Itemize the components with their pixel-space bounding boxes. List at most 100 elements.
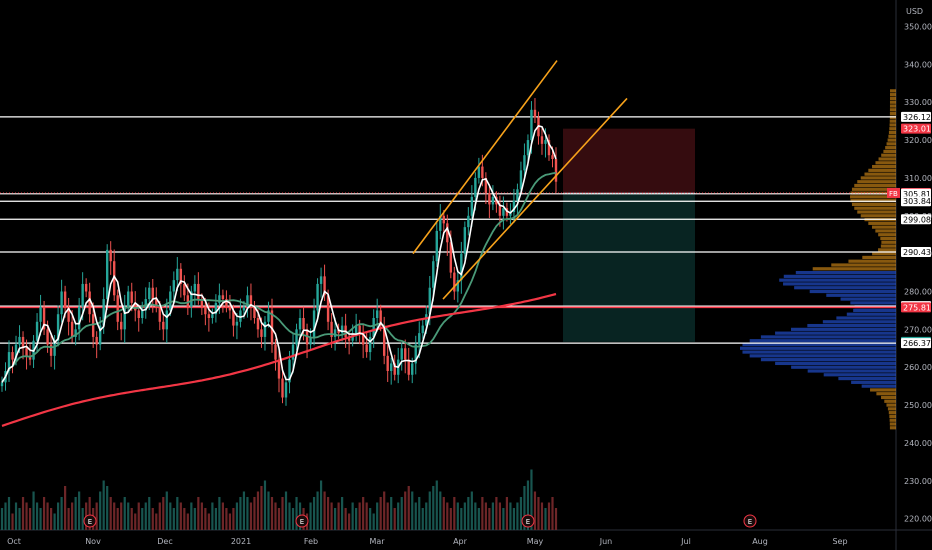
profile-row	[783, 282, 896, 286]
volume-bar	[509, 502, 512, 530]
volume-bar	[32, 491, 35, 530]
volume-bar	[530, 469, 533, 530]
profile-row	[889, 414, 896, 419]
profile-row	[886, 403, 896, 407]
volume-bar	[400, 497, 403, 530]
volume-bar	[221, 502, 224, 530]
candle-body	[442, 215, 445, 224]
volume-bar	[288, 502, 291, 530]
candle-body	[516, 189, 519, 201]
trend-channel[interactable]	[412, 60, 628, 300]
channel-line-lower	[442, 97, 628, 300]
volume-bar	[176, 497, 179, 530]
volume-bar	[362, 497, 365, 530]
volume-bar	[334, 508, 337, 530]
profile-row	[860, 214, 896, 218]
price-tag-label: 299.08	[903, 215, 931, 224]
candle-body	[298, 318, 302, 330]
profile-row	[851, 187, 896, 191]
earnings-marker-label: E	[300, 518, 304, 526]
volume-bar	[453, 497, 456, 530]
ma-fast-line	[1, 124, 557, 383]
profile-row	[868, 168, 896, 172]
candle-body	[98, 325, 102, 345]
earnings-marker-icon	[521, 514, 535, 528]
candle-body	[523, 155, 526, 171]
volume-bar	[169, 502, 172, 530]
y-tick-label: 250.00	[904, 401, 932, 410]
candle-body	[242, 306, 246, 311]
candle-body	[235, 321, 239, 326]
candle-body	[414, 344, 417, 364]
y-tick-label: 220.00	[904, 515, 932, 524]
candle-body	[411, 363, 414, 375]
candle-body	[295, 329, 298, 345]
volume-bar	[137, 502, 140, 530]
volume-bar	[246, 497, 249, 530]
candle-body	[67, 306, 70, 322]
candle-body	[179, 268, 183, 284]
price-tag-label: 305.81	[903, 190, 931, 199]
candle-body	[190, 291, 193, 307]
candle-body	[18, 336, 21, 345]
volume-bar	[498, 502, 501, 530]
volume-bar	[372, 513, 375, 530]
candle-body	[509, 212, 512, 216]
candle-body	[365, 344, 368, 353]
profile-row	[794, 286, 896, 290]
volume-bar	[235, 502, 239, 530]
volume-bar	[78, 491, 81, 530]
candle-body	[361, 333, 365, 345]
position-risk-zone	[563, 128, 695, 193]
profile-row	[878, 233, 896, 237]
candle-body	[474, 177, 477, 197]
profile-row	[807, 323, 896, 328]
moving-averages	[1, 124, 557, 427]
profile-row	[749, 339, 896, 343]
profile-row	[875, 229, 896, 233]
y-tick-label: 350.00	[904, 23, 932, 32]
volume-bar	[446, 502, 449, 530]
candle-body	[488, 193, 491, 205]
volume-bar	[488, 508, 491, 530]
profile-row	[846, 312, 896, 316]
candle-body	[393, 363, 396, 375]
time-axis[interactable]: Oct Nov Dec 2021 Feb Mar Apr May Jun Jul Aug Sep	[7, 537, 847, 546]
candle-body	[14, 344, 18, 360]
candle-body	[155, 299, 158, 307]
candle-body	[323, 276, 326, 296]
y-tick-label: 240.00	[904, 439, 932, 448]
profile-row	[850, 301, 896, 305]
volume-bar	[435, 480, 438, 530]
volume-bar	[316, 491, 319, 530]
profile-row	[791, 365, 896, 369]
short-position-tool[interactable]	[563, 128, 695, 342]
price-tag	[901, 247, 931, 258]
price-axis[interactable]: 350.00340.00330.00320.00310.00300.00290.…	[904, 23, 932, 524]
profile-row	[872, 252, 896, 256]
candle-body	[449, 242, 453, 273]
profile-row	[876, 392, 896, 396]
candle-body	[158, 306, 161, 322]
volume-bar	[0, 508, 4, 530]
volume-bar	[179, 502, 182, 530]
profile-row	[889, 123, 896, 127]
candle-body	[151, 287, 154, 300]
volume-bar	[172, 508, 175, 530]
profile-row	[878, 157, 896, 161]
volume-bar	[281, 497, 284, 530]
x-tick-label: Jul	[680, 537, 691, 546]
volume-bar	[348, 513, 351, 530]
volume-bar	[116, 508, 119, 530]
profile-row	[888, 134, 896, 138]
volume-bar	[144, 502, 147, 530]
currency-label[interactable]: USD	[906, 7, 923, 16]
candle-body	[25, 348, 28, 356]
profile-row	[742, 350, 896, 354]
volume-bar	[123, 497, 126, 530]
candle-body	[554, 159, 558, 182]
volume-bar	[397, 502, 400, 530]
volume-bar	[218, 497, 221, 530]
